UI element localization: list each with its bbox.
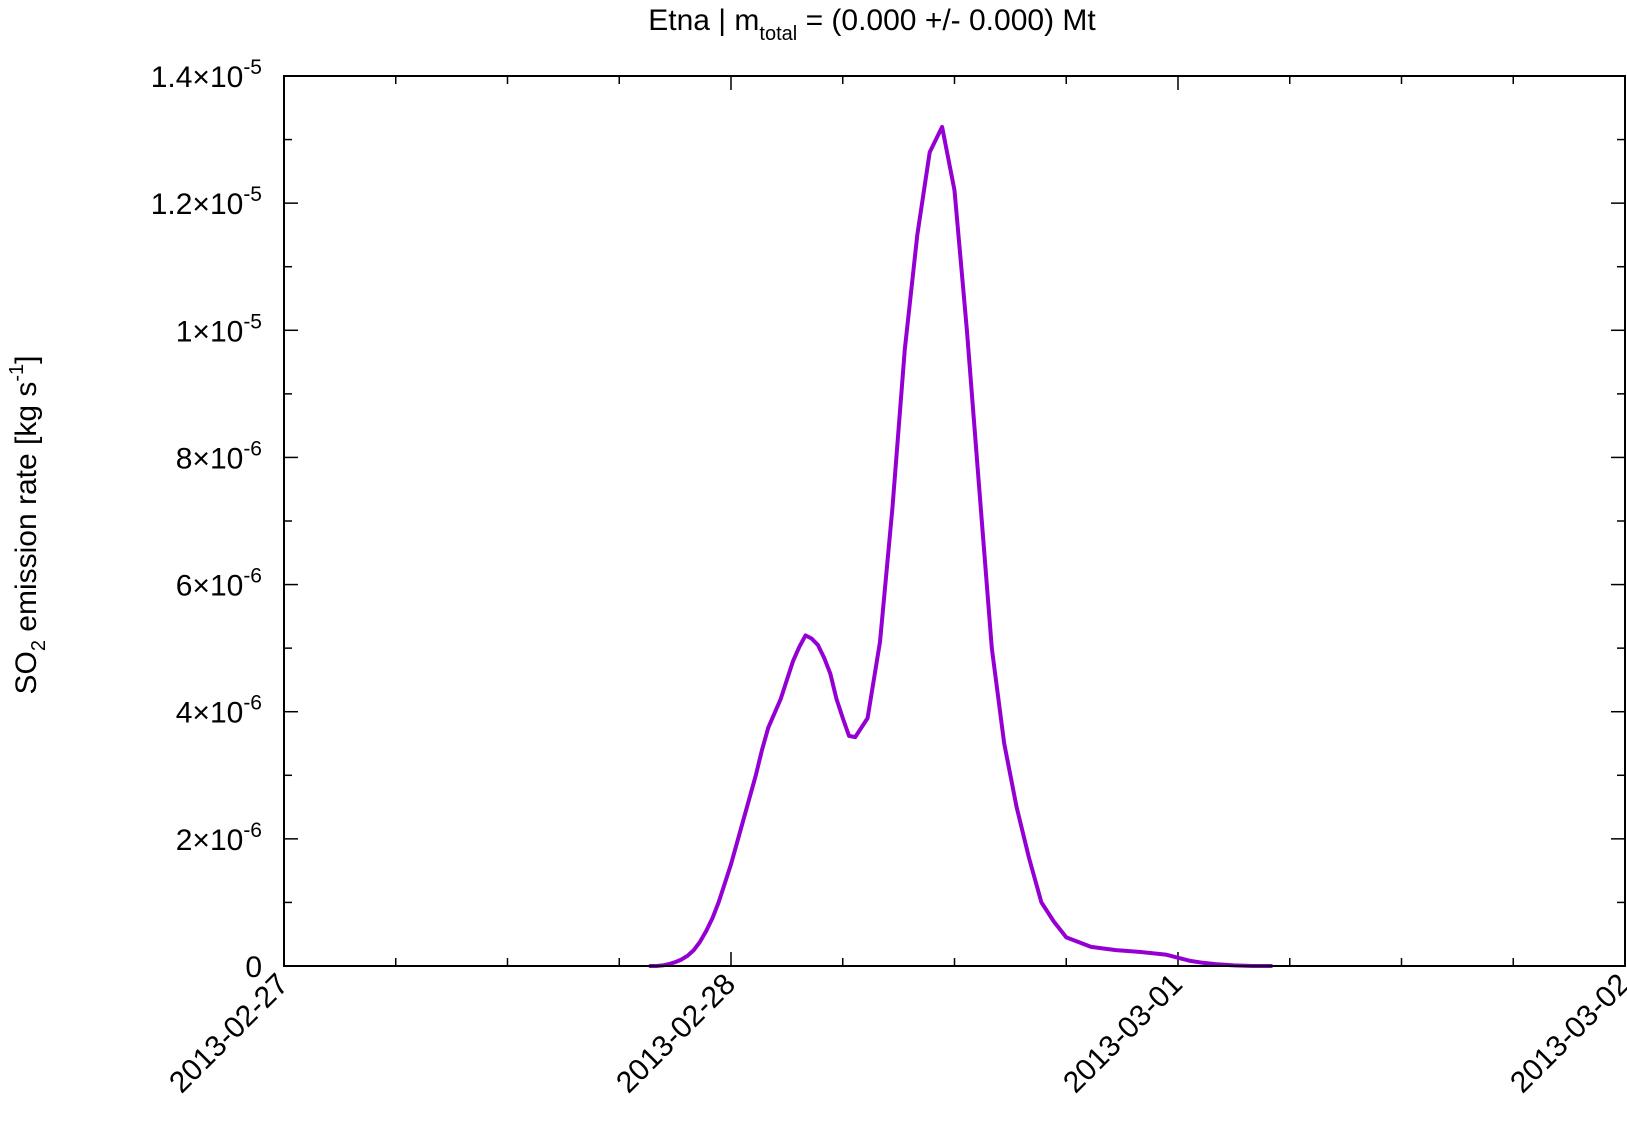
y-tick-label: 2×10-6: [176, 819, 262, 857]
y-tick-label: 1.2×10-5: [151, 183, 262, 221]
y-tick-label: 1×10-5: [176, 310, 262, 348]
plot-frame: [283, 75, 1626, 967]
y-axis-label: SO2 emission rate [kg s-1]: [6, 355, 50, 694]
y-tick-label: 4×10-6: [176, 692, 262, 730]
series-line: [648, 124, 1274, 968]
chart-title: Etna | mtotal = (0.000 +/- 0.000) Mt: [648, 4, 1096, 45]
y-tick-label: 0: [245, 951, 262, 984]
x-tick-label: 2013-03-01: [1057, 968, 1189, 1100]
x-tick-label: 2013-03-02: [1504, 968, 1627, 1100]
y-tick-label: 8×10-6: [176, 437, 262, 475]
y-tick-label: 1.4×10-5: [151, 56, 262, 94]
x-tick-label: 2013-02-27: [163, 968, 295, 1100]
y-tick-label: 6×10-6: [176, 565, 262, 603]
x-tick-label: 2013-02-28: [610, 968, 742, 1100]
